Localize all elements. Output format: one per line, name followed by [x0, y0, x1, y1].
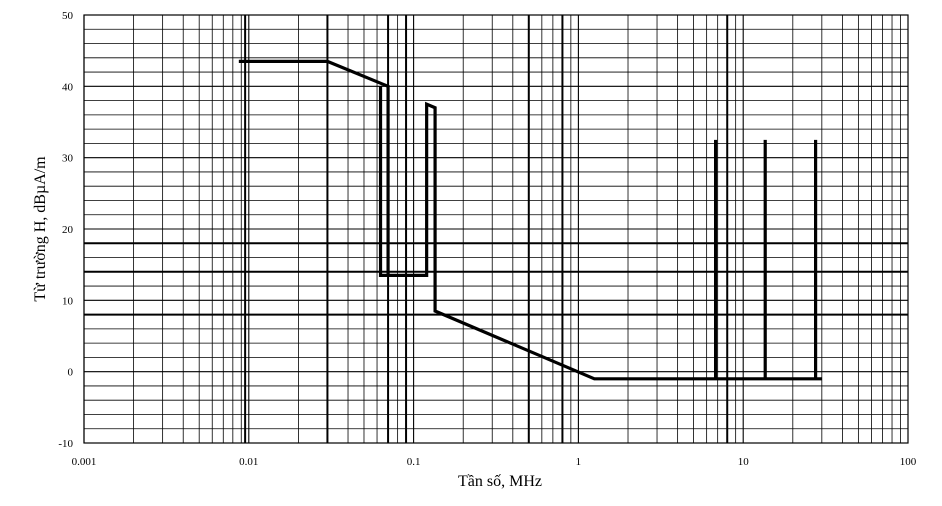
x-tick-label: 1	[576, 456, 582, 468]
y-tick-label: 20	[62, 224, 74, 236]
x-tick-label: 0.1	[407, 456, 421, 468]
y-tick-labels: -10 0 10 20 30 40 50	[58, 10, 73, 450]
plot-frame	[83, 14, 909, 444]
x-tick-labels: 0.001 0.01 0.1 1 10 100	[72, 456, 917, 468]
x-tick-label: 0.01	[239, 456, 258, 468]
reference-lines	[84, 15, 908, 443]
y-tick-label: 50	[62, 10, 74, 22]
series-line	[388, 101, 822, 381]
x-tick-label: 100	[900, 456, 917, 468]
y-tick-label: -10	[58, 438, 73, 450]
x-tick-label: 10	[738, 456, 750, 468]
x-tick-label: 0.001	[72, 456, 97, 468]
y-tick-label: 10	[62, 295, 74, 307]
y-axis-title: Từ trường H, dBµA/m	[32, 156, 49, 302]
series-line	[238, 59, 390, 277]
series-limit-line	[238, 59, 822, 381]
y-tick-label: 0	[68, 367, 74, 379]
y-tick-label: 30	[62, 153, 74, 165]
y-tick-label: 40	[62, 81, 74, 93]
x-axis-title: Tần số, MHz	[458, 473, 542, 490]
